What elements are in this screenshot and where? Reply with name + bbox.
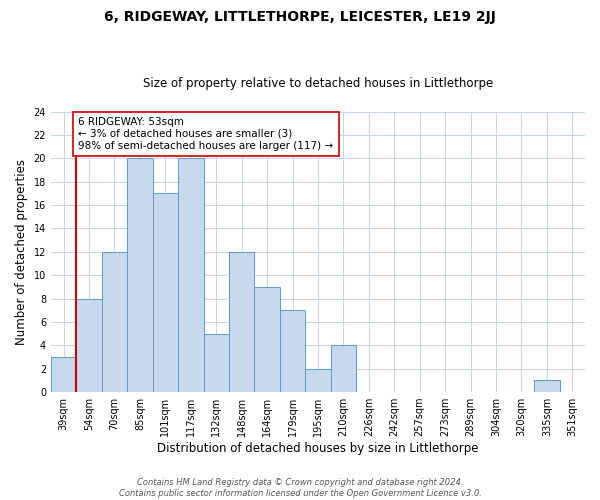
Text: 6 RIDGEWAY: 53sqm
← 3% of detached houses are smaller (3)
98% of semi-detached h: 6 RIDGEWAY: 53sqm ← 3% of detached house…: [79, 118, 334, 150]
Text: Contains HM Land Registry data © Crown copyright and database right 2024.
Contai: Contains HM Land Registry data © Crown c…: [119, 478, 481, 498]
Bar: [280, 310, 305, 392]
Text: 6, RIDGEWAY, LITTLETHORPE, LEICESTER, LE19 2JJ: 6, RIDGEWAY, LITTLETHORPE, LEICESTER, LE…: [104, 10, 496, 24]
Title: Size of property relative to detached houses in Littlethorpe: Size of property relative to detached ho…: [143, 76, 493, 90]
Bar: [76, 298, 102, 392]
Bar: [102, 252, 127, 392]
X-axis label: Distribution of detached houses by size in Littlethorpe: Distribution of detached houses by size …: [157, 442, 479, 455]
Bar: [152, 194, 178, 392]
Bar: [178, 158, 203, 392]
Bar: [51, 357, 76, 392]
Bar: [229, 252, 254, 392]
Bar: [305, 368, 331, 392]
Bar: [254, 287, 280, 392]
Bar: [127, 158, 152, 392]
Bar: [203, 334, 229, 392]
Y-axis label: Number of detached properties: Number of detached properties: [15, 159, 28, 345]
Bar: [331, 346, 356, 392]
Bar: [534, 380, 560, 392]
